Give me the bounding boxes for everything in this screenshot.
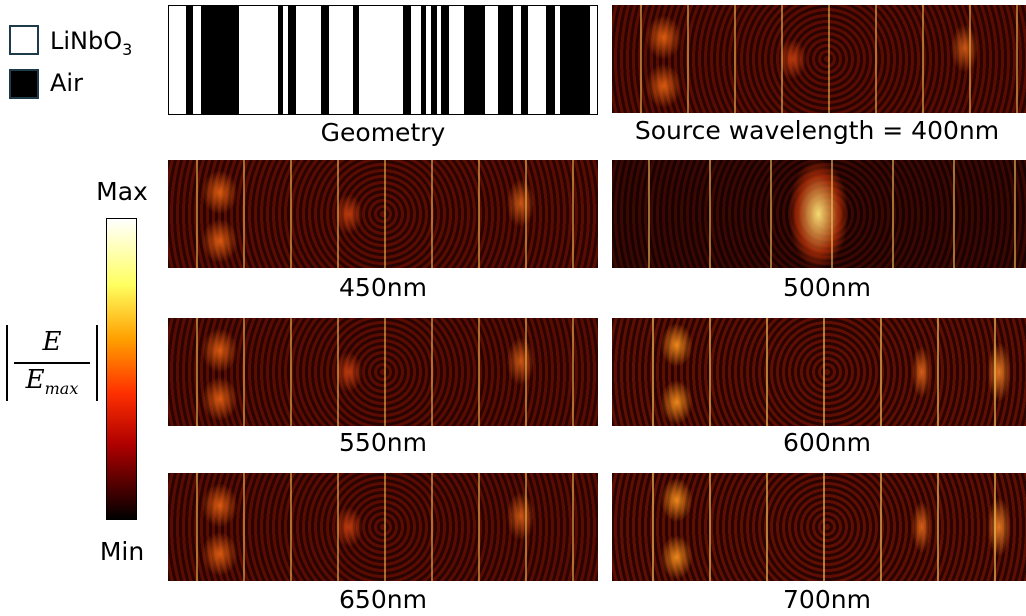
denominator: Emax xyxy=(8,365,96,398)
panel-caption: Source wavelength = 400nm xyxy=(634,116,1000,145)
field-map xyxy=(168,160,598,268)
panel-caption: 450nm xyxy=(339,273,427,302)
colorbar-min: Min xyxy=(99,537,145,566)
panel-caption: 700nm xyxy=(783,585,871,614)
geometry-stripes xyxy=(186,6,590,114)
air-stripe xyxy=(546,6,555,114)
air-stripe xyxy=(403,6,411,114)
air-stripe xyxy=(353,6,359,114)
panel-caption: 550nm xyxy=(339,428,427,457)
air-stripe xyxy=(186,6,193,114)
air-stripe xyxy=(498,6,513,114)
colorbar-label: E Emax xyxy=(6,325,98,401)
field-map xyxy=(612,318,1026,426)
denominator-text: E xyxy=(25,365,45,395)
air-stripe xyxy=(431,6,437,114)
air-stripe xyxy=(441,6,449,114)
air-stripe xyxy=(201,6,239,114)
air-stripe xyxy=(421,6,426,114)
air-stripe xyxy=(278,6,283,114)
air-stripe xyxy=(288,6,296,114)
air-stripe xyxy=(321,6,329,114)
field-map xyxy=(168,318,598,426)
fraction-line xyxy=(14,362,90,364)
field-map xyxy=(168,473,598,581)
legend-label: Air xyxy=(50,69,83,97)
panel-caption: Geometry xyxy=(320,118,446,147)
geometry-panel xyxy=(168,5,598,115)
numerator: E xyxy=(42,327,62,357)
denominator-subscript: max xyxy=(44,379,79,399)
panel-caption: 500nm xyxy=(783,273,871,302)
legend-label: LiNbO3 xyxy=(50,27,132,59)
legend-text: LiNbO xyxy=(50,27,123,55)
legend-subscript: 3 xyxy=(122,39,133,59)
legend-swatch-linbo3 xyxy=(9,25,39,55)
legend-swatch-air xyxy=(9,69,39,99)
field-map xyxy=(612,5,1026,113)
air-stripe xyxy=(560,6,590,114)
field-map xyxy=(612,473,1026,581)
air-stripe xyxy=(464,6,485,114)
panel-caption: 650nm xyxy=(339,585,427,614)
field-map xyxy=(612,160,1026,268)
air-stripe xyxy=(521,6,528,114)
colorbar xyxy=(106,218,137,520)
colorbar-max: Max xyxy=(96,177,148,206)
panel-caption: 600nm xyxy=(783,428,871,457)
